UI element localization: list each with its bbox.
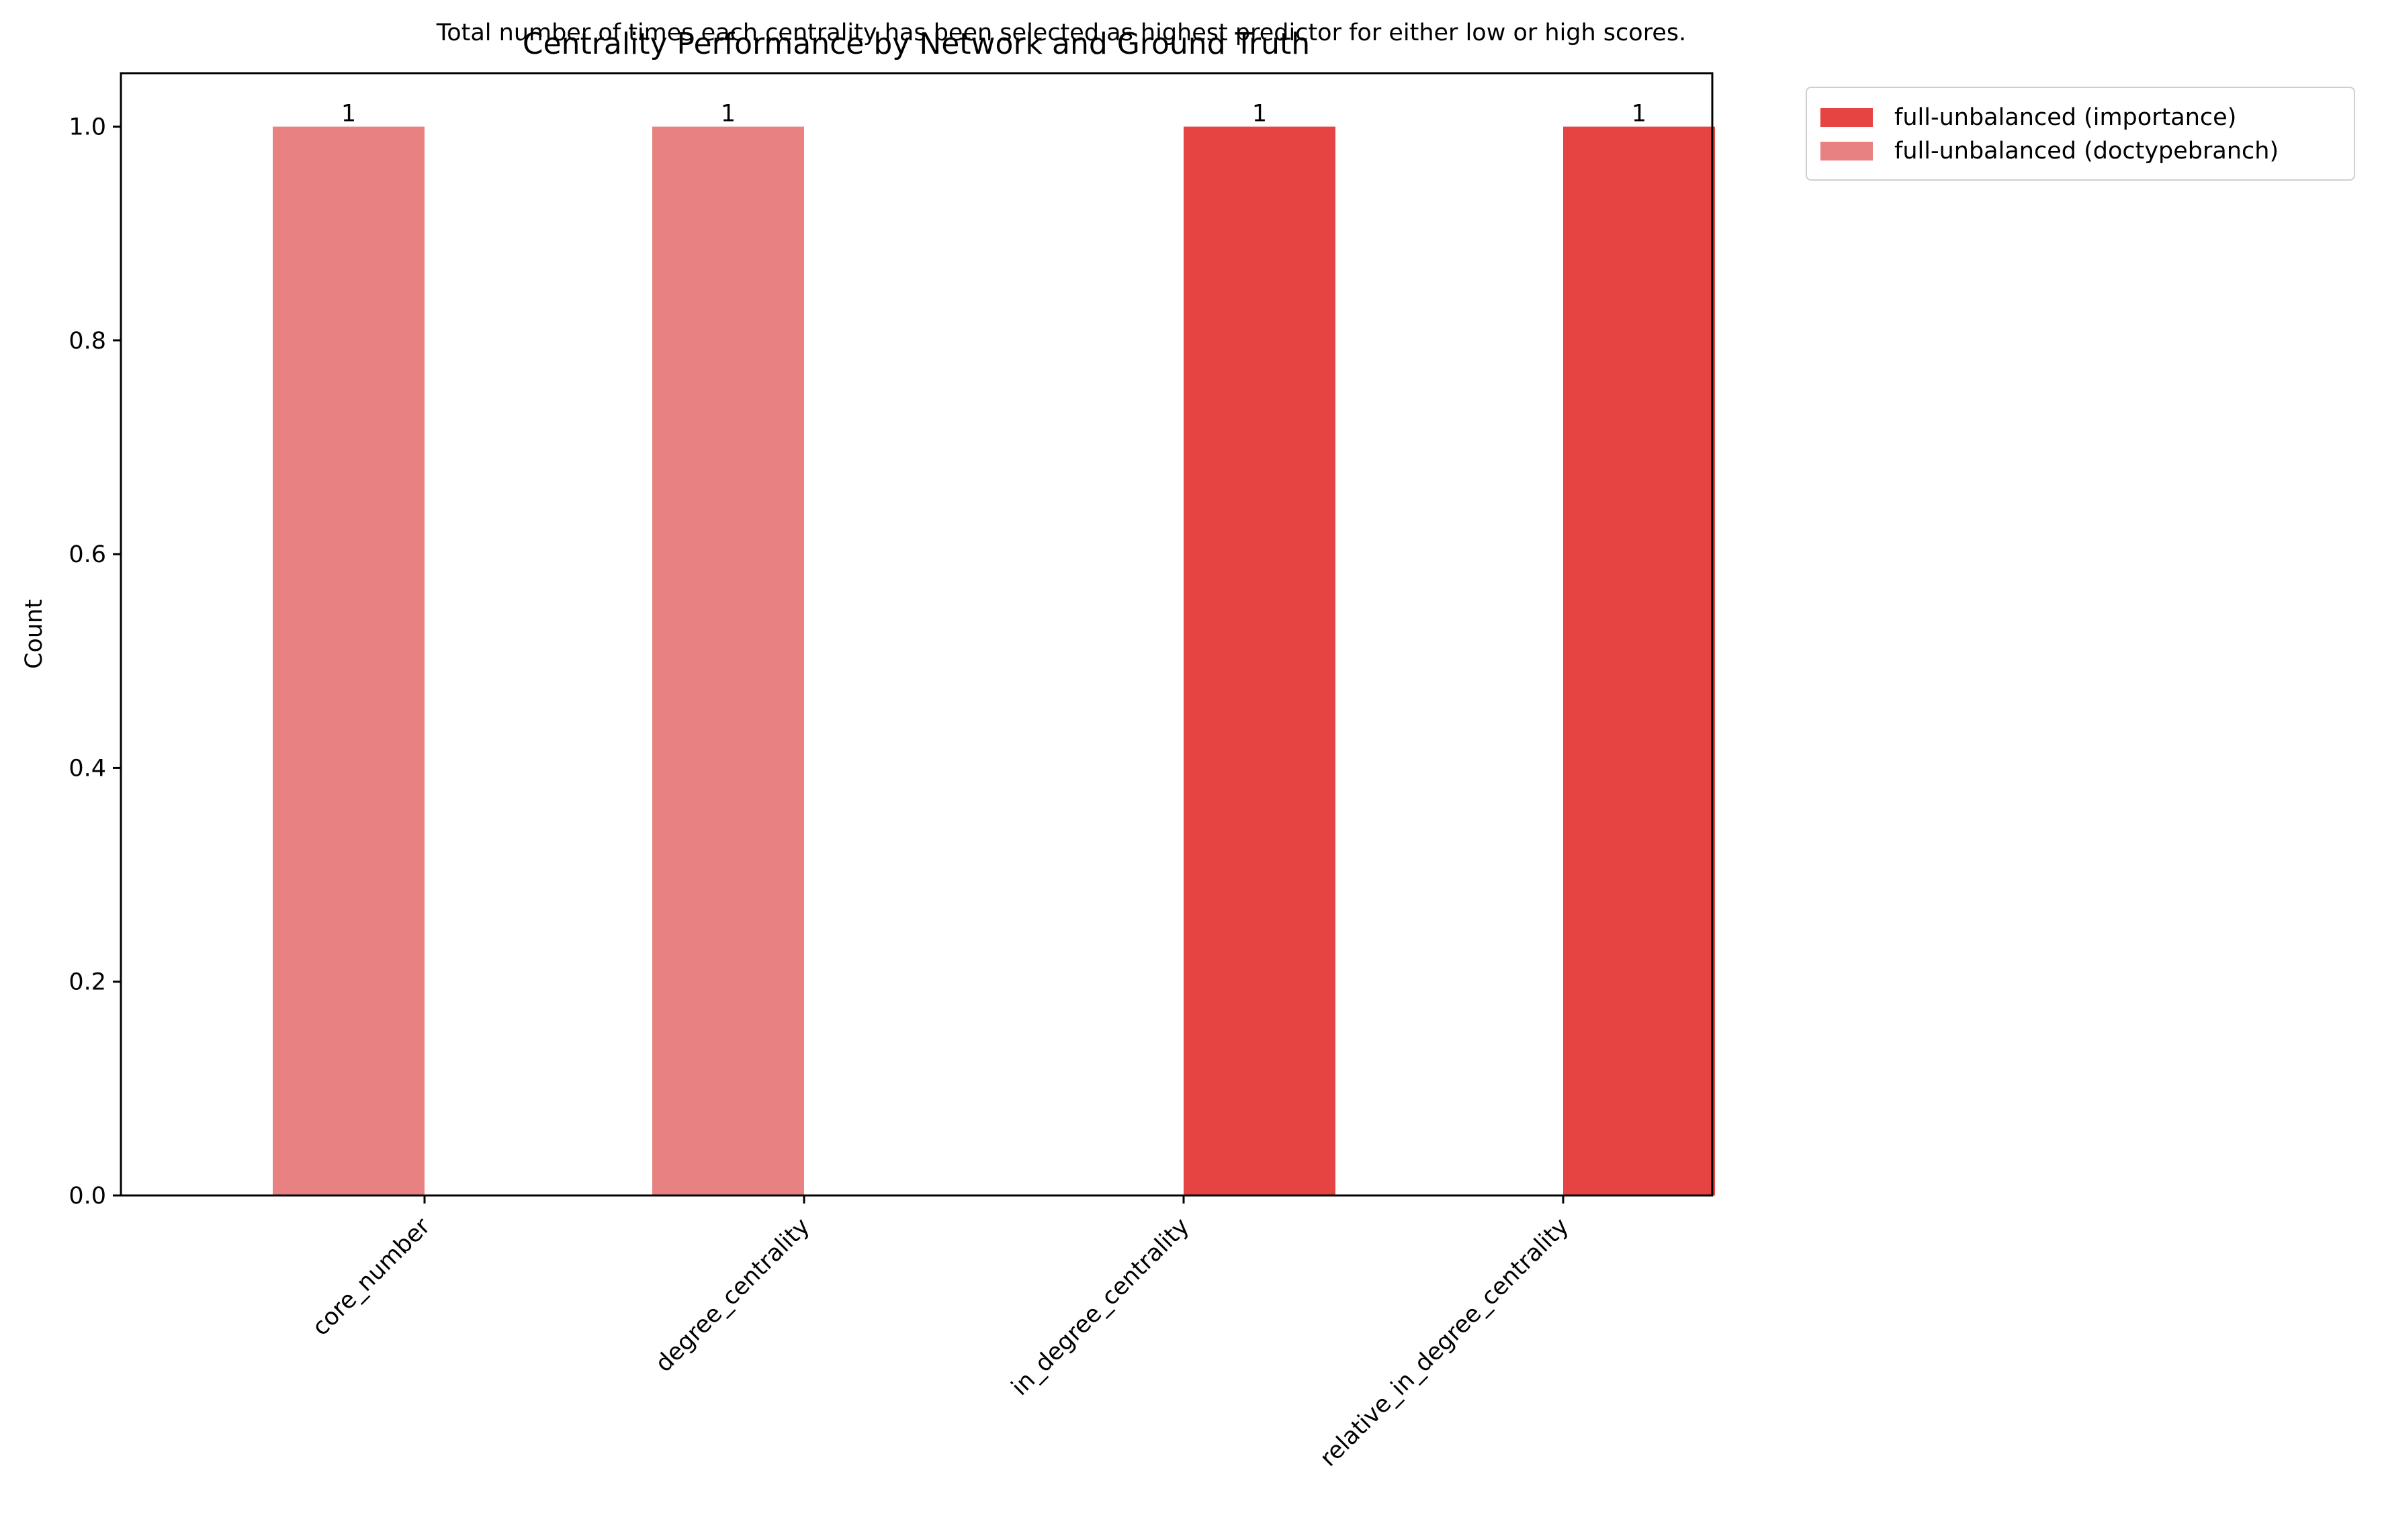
y-axis-label: Count <box>21 599 48 669</box>
x-tick-label-relative_in_degree_centrality: relative_in_degree_centrality <box>1315 1213 1575 1472</box>
x-tick-label-core_number: core_number <box>308 1213 436 1341</box>
legend-swatch-doctypebranch <box>1820 142 1873 161</box>
data-label-relative_in_degree_centrality: 1 <box>1632 101 1646 128</box>
y-tick-label: 0.2 <box>69 969 106 996</box>
bars-layer <box>273 126 1715 1196</box>
y-axis: 0.0 0.2 0.4 0.6 0.8 1.0 <box>69 114 121 1210</box>
y-tick-label: 0.4 <box>69 755 106 782</box>
data-label-in_degree_centrality: 1 <box>1252 101 1267 128</box>
y-tick-label: 0.6 <box>69 541 106 568</box>
x-tick-label-degree_centrality: degree_centrality <box>650 1213 815 1377</box>
bar-in_degree_centrality-importance <box>1184 126 1335 1196</box>
x-tick-label-in_degree_centrality: in_degree_centrality <box>1006 1213 1194 1401</box>
legend-label-importance: full-unbalanced (importance) <box>1894 104 2237 131</box>
legend-label-doctypebranch: full-unbalanced (doctypebranch) <box>1894 138 2279 165</box>
y-tick-label: 0.8 <box>69 328 106 355</box>
bar-relative_in_degree_centrality-importance <box>1563 126 1715 1196</box>
y-tick-label: 0.0 <box>69 1183 106 1210</box>
legend-item-doctypebranch: full-unbalanced (doctypebranch) <box>1820 138 2279 165</box>
data-label-core_number: 1 <box>341 101 356 128</box>
legend-swatch-importance <box>1820 108 1873 127</box>
data-label-degree_centrality: 1 <box>721 101 736 128</box>
legend: full-unbalanced (importance) full-unbala… <box>1806 87 2355 181</box>
legend-item-importance: full-unbalanced (importance) <box>1820 104 2236 131</box>
data-labels-layer: 1 1 1 1 <box>341 101 1646 128</box>
bar-core_number-doctypebranch <box>273 126 425 1196</box>
plot-frame <box>120 72 1714 1197</box>
bar-degree_centrality-doctypebranch <box>652 126 804 1196</box>
chart-title: Centrality Performance by Network and Gr… <box>523 27 1310 61</box>
x-axis: core_number degree_centrality in_degree_ce… <box>308 1195 1575 1472</box>
y-tick-label: 1.0 <box>69 114 106 141</box>
chart-subtitle: Total number of times each centrality ha… <box>436 19 1686 46</box>
